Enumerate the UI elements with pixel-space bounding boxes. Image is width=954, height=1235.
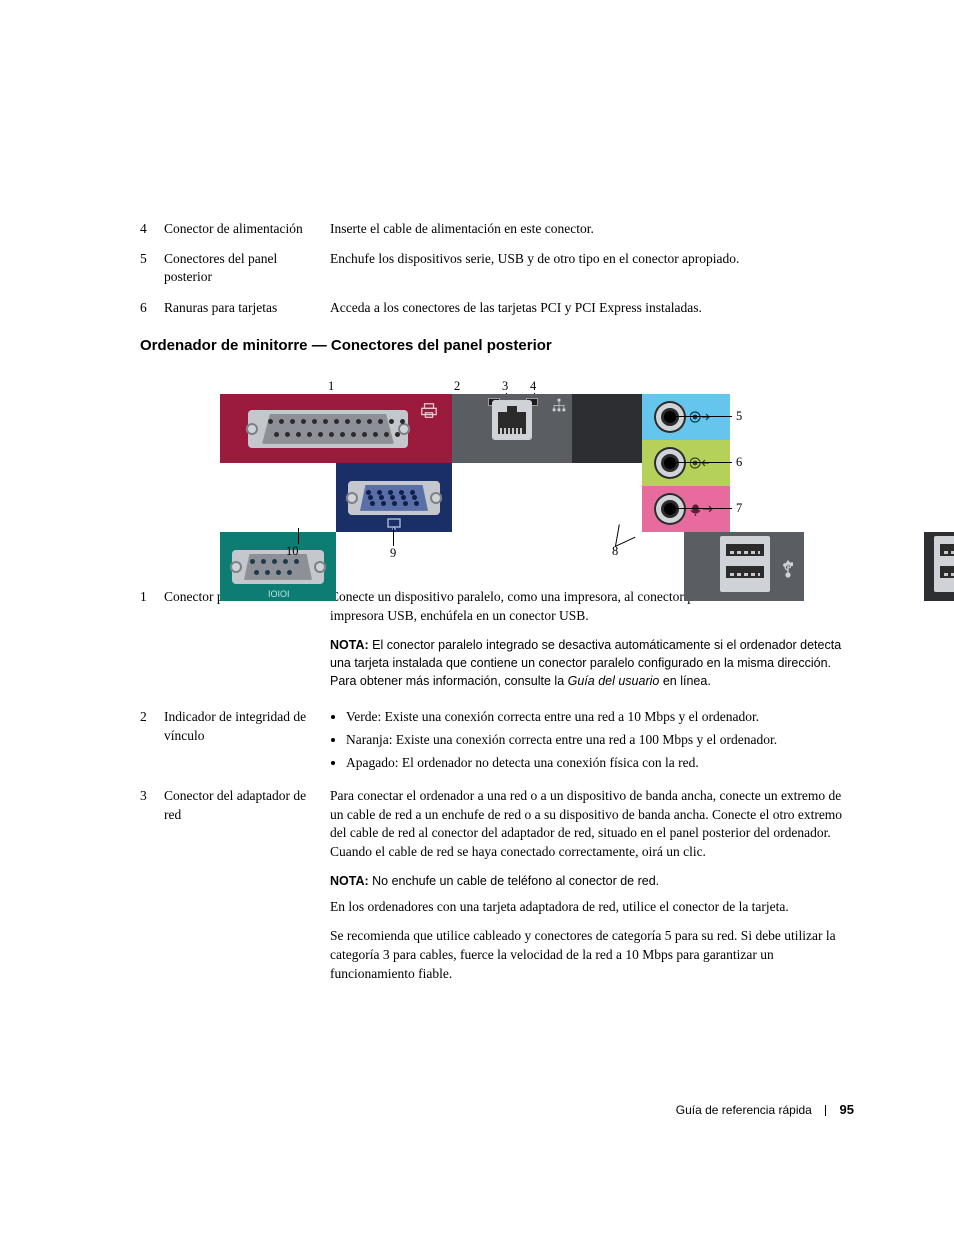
row-label: Conectores del panel posterior [164,250,330,298]
usb-icon [780,558,796,578]
monitor-icon [386,518,402,530]
row-num: 1 [140,588,164,708]
row-desc: Enchufe los dispositivos serie, USB y de… [330,250,854,298]
printer-icon [420,402,438,420]
top-connector-table: 4 Conector de alimentación Inserte el ca… [140,220,854,329]
region-network [452,394,572,463]
serial-icon: IOIOI [268,588,290,599]
row-num: 5 [140,250,164,298]
row-num: 6 [140,299,164,329]
row-desc: Conecte un dispositivo paralelo, como un… [330,588,854,708]
network-port [492,400,532,440]
callout-top: 1 [328,379,334,394]
row-desc: Para conectar el ordenador a una red o a… [330,787,854,1004]
line-out-icon [690,456,714,470]
list-item: Verde: Existe una conexión correcta entr… [346,708,854,727]
region-blank [572,394,642,463]
line-out-jack [654,447,686,479]
network-icon [552,398,566,412]
callout-right: 5 [736,409,742,424]
callout-top: 3 [502,379,508,394]
callout-top: 2 [454,379,460,394]
svg-text:IOIOI: IOIOI [268,589,290,599]
region-parallel [220,394,452,463]
list-item: Naranja: Existe una conexión correcta en… [346,731,854,750]
list-item: Apagado: El ordenador no detecta una con… [346,754,854,773]
page-footer: Guía de referencia rápida 95 [676,1102,854,1117]
callout-bottom: 8 [612,544,618,559]
line-in-jack [654,401,686,433]
desc-text: Se recomienda que utilice cableado y con… [330,927,854,984]
mic-jack [654,493,686,525]
row-desc: Acceda a los conectores de las tarjetas … [330,299,854,329]
bullet-list: Verde: Existe una conexión correcta entr… [330,708,854,773]
connector-descriptions: 1 Conector paralelo Conecte un dispositi… [140,588,854,1004]
callout-bottom: 10 [286,544,299,559]
row-num: 2 [140,708,164,787]
row-desc: Inserte el cable de alimentación en este… [330,220,854,250]
desc-text: En los ordenadores con una tarjeta adapt… [330,898,854,917]
line-in-icon [690,410,714,424]
parallel-port [248,410,408,448]
back-panel-diagram: 1 2 3 4 [220,368,760,562]
back-panel: IOIOI [220,394,730,532]
region-line-out [642,440,730,486]
callout-bottom: 9 [390,546,396,561]
region-vga [336,463,452,532]
region-microphone [642,486,730,532]
usb-port-stack [934,536,954,592]
region-line-in [642,394,730,440]
section-heading: Ordenador de minitorre — Conectores del … [140,337,854,354]
callout-right: 6 [736,455,742,470]
row-num: 3 [140,787,164,1004]
footer-title: Guía de referencia rápida [676,1103,812,1117]
row-label: Conector paralelo [164,588,330,708]
callout-right: 7 [736,501,742,516]
desc-text: Para conectar el ordenador a una red o a… [330,787,854,863]
row-label: Conector del adaptador de red [164,787,330,1004]
row-label: Indicador de integridad de vínculo [164,708,330,787]
row-label: Conector de alimentación [164,220,330,250]
row-label: Ranuras para tarjetas [164,299,330,329]
region-usb-b [924,532,954,601]
vga-port [348,481,440,515]
microphone-icon [690,502,714,516]
callout-top: 4 [530,379,536,394]
note: NOTA: El conector paralelo integrado se … [330,636,854,690]
page: 4 Conector de alimentación Inserte el ca… [0,0,954,1235]
row-num: 4 [140,220,164,250]
page-number: 95 [840,1102,854,1117]
row-desc: Verde: Existe una conexión correcta entr… [330,708,854,787]
note: NOTA: No enchufe un cable de teléfono al… [330,872,854,890]
